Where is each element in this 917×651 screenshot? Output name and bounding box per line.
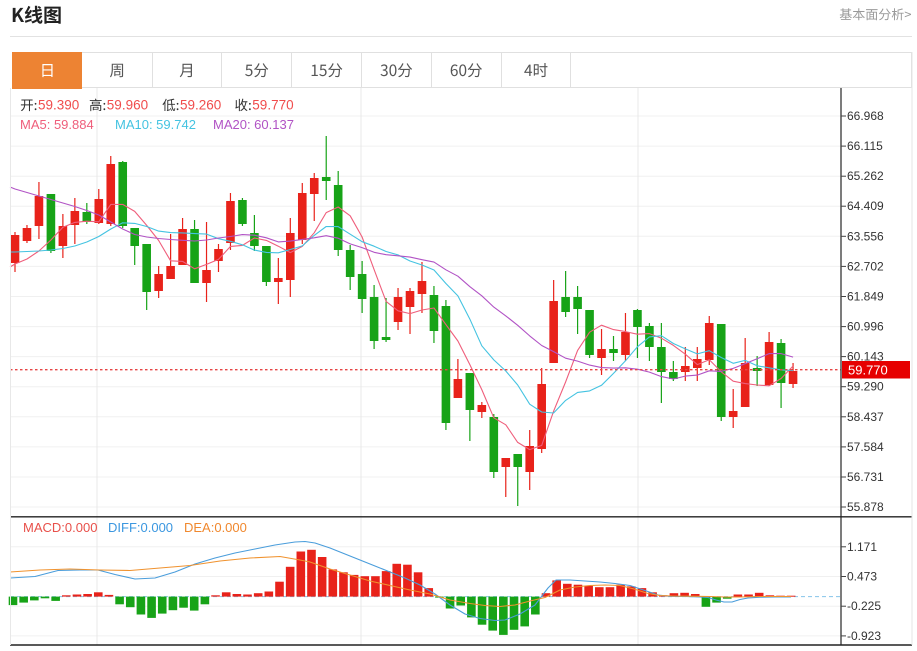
svg-text:60.996: 60.996 bbox=[847, 320, 884, 334]
svg-text:59.260: 59.260 bbox=[180, 98, 221, 113]
svg-text:64.409: 64.409 bbox=[847, 199, 884, 213]
svg-text:65.262: 65.262 bbox=[847, 169, 884, 183]
svg-text:63.556: 63.556 bbox=[847, 229, 884, 243]
svg-text:59.770: 59.770 bbox=[252, 98, 293, 113]
svg-text:61.849: 61.849 bbox=[847, 290, 884, 304]
svg-text:59.390: 59.390 bbox=[38, 98, 79, 113]
svg-text:56.731: 56.731 bbox=[847, 470, 884, 484]
svg-text:-0.923: -0.923 bbox=[847, 629, 881, 643]
svg-text:59.960: 59.960 bbox=[107, 98, 148, 113]
svg-text:60.143: 60.143 bbox=[847, 350, 884, 364]
svg-text:-0.225: -0.225 bbox=[847, 599, 881, 613]
svg-text:0.473: 0.473 bbox=[847, 570, 877, 584]
svg-text:66.115: 66.115 bbox=[847, 139, 883, 153]
svg-text:59.290: 59.290 bbox=[847, 380, 884, 394]
svg-text:1.171: 1.171 bbox=[847, 540, 877, 554]
svg-text:62.702: 62.702 bbox=[847, 259, 884, 273]
svg-text:66.968: 66.968 bbox=[847, 109, 884, 123]
svg-text:57.584: 57.584 bbox=[847, 440, 884, 454]
svg-text:55.878: 55.878 bbox=[847, 500, 884, 514]
svg-text:58.437: 58.437 bbox=[847, 410, 884, 424]
svg-text:59.770: 59.770 bbox=[848, 363, 888, 378]
